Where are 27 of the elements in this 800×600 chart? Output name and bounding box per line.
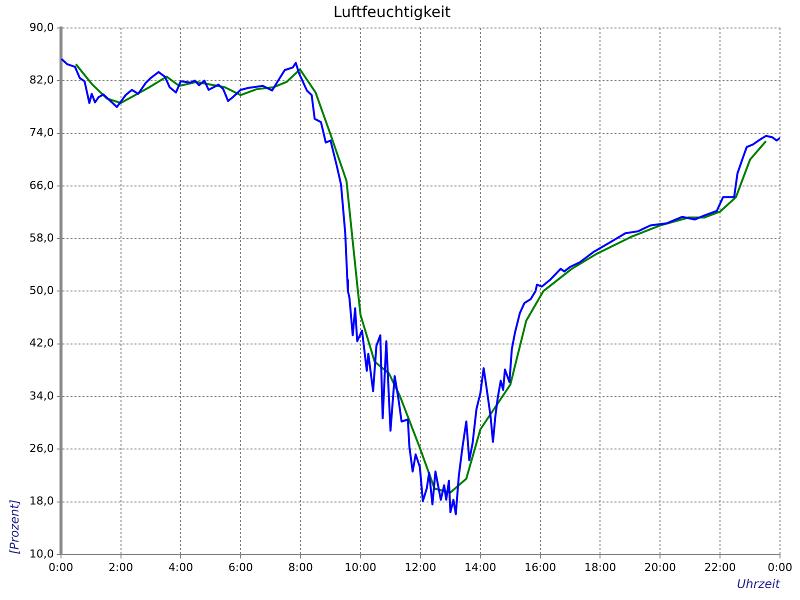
x-tick-label: 16:00	[524, 560, 556, 574]
x-tick-label: 0:00	[48, 560, 74, 574]
y-tick-label: 58,0	[29, 231, 54, 244]
x-tick-label: 20:00	[644, 560, 676, 574]
x-tick-label: 18:00	[584, 560, 616, 574]
y-tick-label: 50,0	[29, 284, 54, 298]
y-tick-label: 34,0	[29, 389, 54, 402]
x-tick-label: 4:00	[168, 560, 194, 574]
y-tick-label: 66,0	[29, 178, 54, 192]
y-tick-label: 82,0	[29, 74, 54, 86]
y-tick-label: 10,0	[29, 547, 54, 560]
x-tick-label: 22:00	[704, 560, 736, 574]
y-tick-label: 90,0	[29, 20, 54, 34]
y-tick-label: 42,0	[29, 336, 54, 350]
x-tick-label: 6:00	[228, 560, 254, 574]
x-tick-label: 8:00	[288, 560, 313, 574]
x-tick-label: 14:00	[464, 560, 496, 574]
x-tick-label: 2:00	[108, 560, 134, 574]
y-tick-label: 74,0	[29, 126, 54, 140]
y-axis-title: [Prozent]	[7, 499, 22, 554]
x-axis-title: Uhrzeit	[736, 576, 782, 591]
x-tick-label: 10:00	[344, 560, 376, 574]
chart-title: Luftfeuchtigkeit	[333, 2, 451, 21]
y-tick-label: 26,0	[29, 442, 54, 455]
x-tick-label: 12:00	[404, 560, 436, 574]
x-tick-label: 0:00	[768, 560, 792, 574]
y-tick-label: 18,0	[29, 494, 54, 508]
